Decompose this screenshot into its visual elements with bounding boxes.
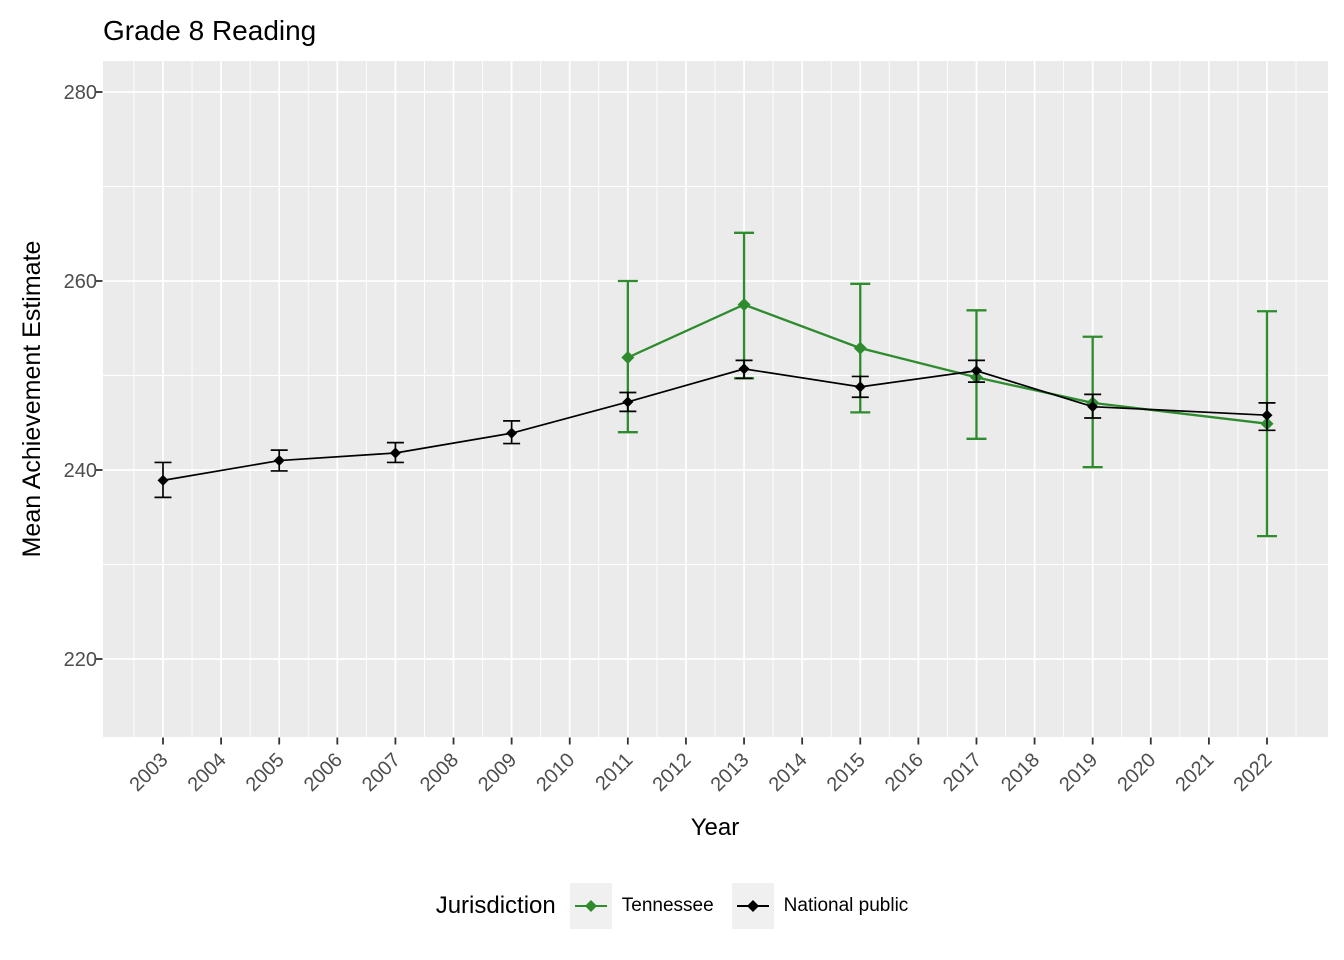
y-axis-title: Mean Achievement Estimate <box>18 241 46 558</box>
x-tick-label: 2007 <box>358 749 405 796</box>
legend-label: Tennessee <box>621 895 714 916</box>
x-tick-label: 2006 <box>300 749 347 796</box>
data-point <box>738 363 750 375</box>
x-tick-label: 2018 <box>997 749 1044 796</box>
legend-entry-tennessee: Tennessee <box>569 883 714 929</box>
legend-point <box>746 900 759 912</box>
data-series <box>154 231 1277 538</box>
legend-key-icon <box>731 883 774 929</box>
data-point <box>273 455 285 467</box>
data-point <box>853 341 867 355</box>
legend-glyph-icon <box>574 900 607 912</box>
legend: Jurisdiction Tennessee National public <box>0 878 1344 934</box>
x-tick-label: 2010 <box>532 749 579 796</box>
x-tick-label: 2005 <box>242 749 289 796</box>
plot-title: Grade 8 Reading <box>103 15 316 46</box>
y-tick-label: 240 <box>64 460 97 482</box>
x-tick-label: 2016 <box>881 749 928 796</box>
data-point <box>622 396 634 408</box>
data-point <box>737 298 751 312</box>
panel-background <box>103 61 1328 737</box>
x-tick-label: 2009 <box>474 749 521 796</box>
data-point <box>854 381 866 393</box>
legend-title: Jurisdiction <box>435 892 556 919</box>
legend-entries: Tennessee National public <box>569 883 909 929</box>
series-line <box>627 303 1268 425</box>
legend-glyph-icon <box>736 900 769 912</box>
series-national-public <box>154 359 1276 499</box>
legend-label: National public <box>783 895 909 916</box>
x-tick-label: 2020 <box>1113 749 1160 796</box>
gridlines <box>103 61 1328 737</box>
data-point <box>157 474 169 486</box>
axis-ticks <box>95 91 1268 745</box>
y-tick-label: 280 <box>64 82 97 104</box>
x-tick-label: 2003 <box>126 749 173 796</box>
x-tick-label: 2013 <box>707 749 754 796</box>
legend-key-icon <box>569 883 612 929</box>
legend-entry-national-public: National public <box>731 883 909 929</box>
y-tick-label: 260 <box>64 271 97 293</box>
y-tick-label: 220 <box>64 649 97 671</box>
data-point <box>506 427 518 439</box>
x-tick-label: 2012 <box>648 749 695 796</box>
x-tick-label: 2017 <box>939 749 986 796</box>
data-point <box>389 447 401 459</box>
x-tick-label: 2021 <box>1171 749 1218 796</box>
x-tick-label: 2022 <box>1230 749 1277 796</box>
data-point <box>1087 401 1099 413</box>
x-tick-label: 2019 <box>1055 749 1102 796</box>
x-tick-label: 2004 <box>184 749 231 796</box>
x-axis-title: Year <box>691 814 740 841</box>
data-point <box>621 351 635 365</box>
x-tick-label: 2011 <box>591 749 637 795</box>
legend-point <box>584 900 597 912</box>
series-line <box>162 368 1268 482</box>
data-point <box>970 365 982 377</box>
x-tick-label: 2014 <box>765 749 812 796</box>
plot-panel <box>103 61 1328 737</box>
x-tick-label: 2008 <box>416 749 463 796</box>
line-chart: Grade 8 Reading 2003 2004 2005 2006 2007 2008… <box>18 15 1328 841</box>
data-point <box>1261 409 1273 421</box>
x-tick-label: 2015 <box>823 749 870 796</box>
